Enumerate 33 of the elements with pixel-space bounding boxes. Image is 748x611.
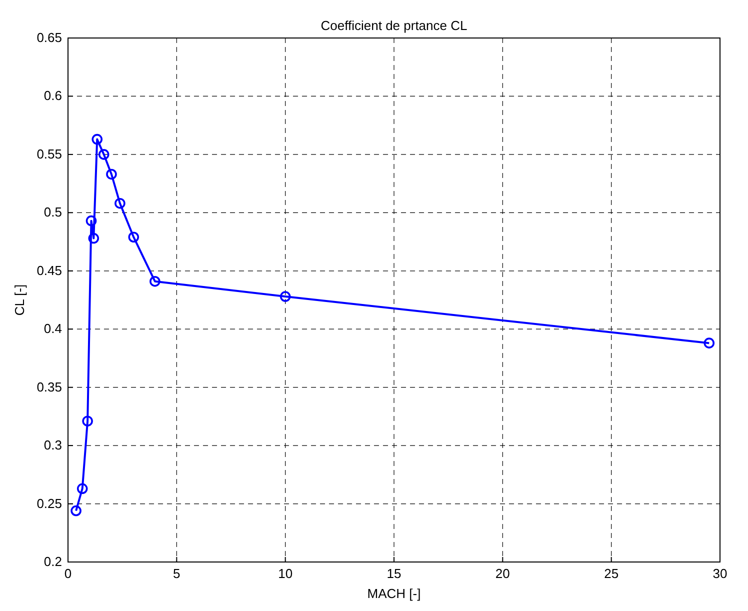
point — [70, 505, 82, 516]
point — [86, 215, 97, 226]
y-tick-label: 0.3 — [44, 438, 62, 453]
y-tick-label: 0.45 — [36, 262, 62, 278]
chart-title: Coefficient de prtance CL — [320, 18, 468, 33]
x-tick-label: 5 — [173, 566, 180, 581]
point — [280, 291, 291, 302]
x-tick-label: 25 — [604, 566, 619, 581]
x-tick-label: 10 — [278, 566, 293, 581]
point — [88, 232, 100, 244]
y-axis-title: CL [-] — [12, 284, 27, 316]
y-tick-label: 0.6 — [44, 88, 62, 104]
y-tick-label: 0.25 — [36, 496, 62, 511]
point — [98, 149, 110, 160]
point — [76, 483, 88, 494]
y-tick-label: 0.65 — [36, 30, 62, 45]
point — [114, 198, 126, 209]
point — [128, 232, 140, 243]
y-tick-label: 0.5 — [44, 204, 62, 220]
y-tick-label: 0.4 — [44, 321, 62, 336]
point — [92, 134, 103, 145]
y-tick-label: 0.2 — [44, 554, 62, 569]
y-tick-label: 0.35 — [36, 379, 62, 394]
point — [150, 276, 160, 287]
x-axis-title: MACH [-] — [367, 586, 421, 601]
point — [106, 168, 117, 180]
point — [704, 338, 715, 348]
x-tick-label: 20 — [495, 566, 510, 581]
point — [82, 416, 93, 426]
y-tick-label: 0.55 — [36, 146, 62, 162]
x-tick-label: 15 — [386, 566, 402, 581]
x-tick-label: 0 — [64, 566, 72, 581]
x-tick-label: 30 — [712, 566, 728, 581]
